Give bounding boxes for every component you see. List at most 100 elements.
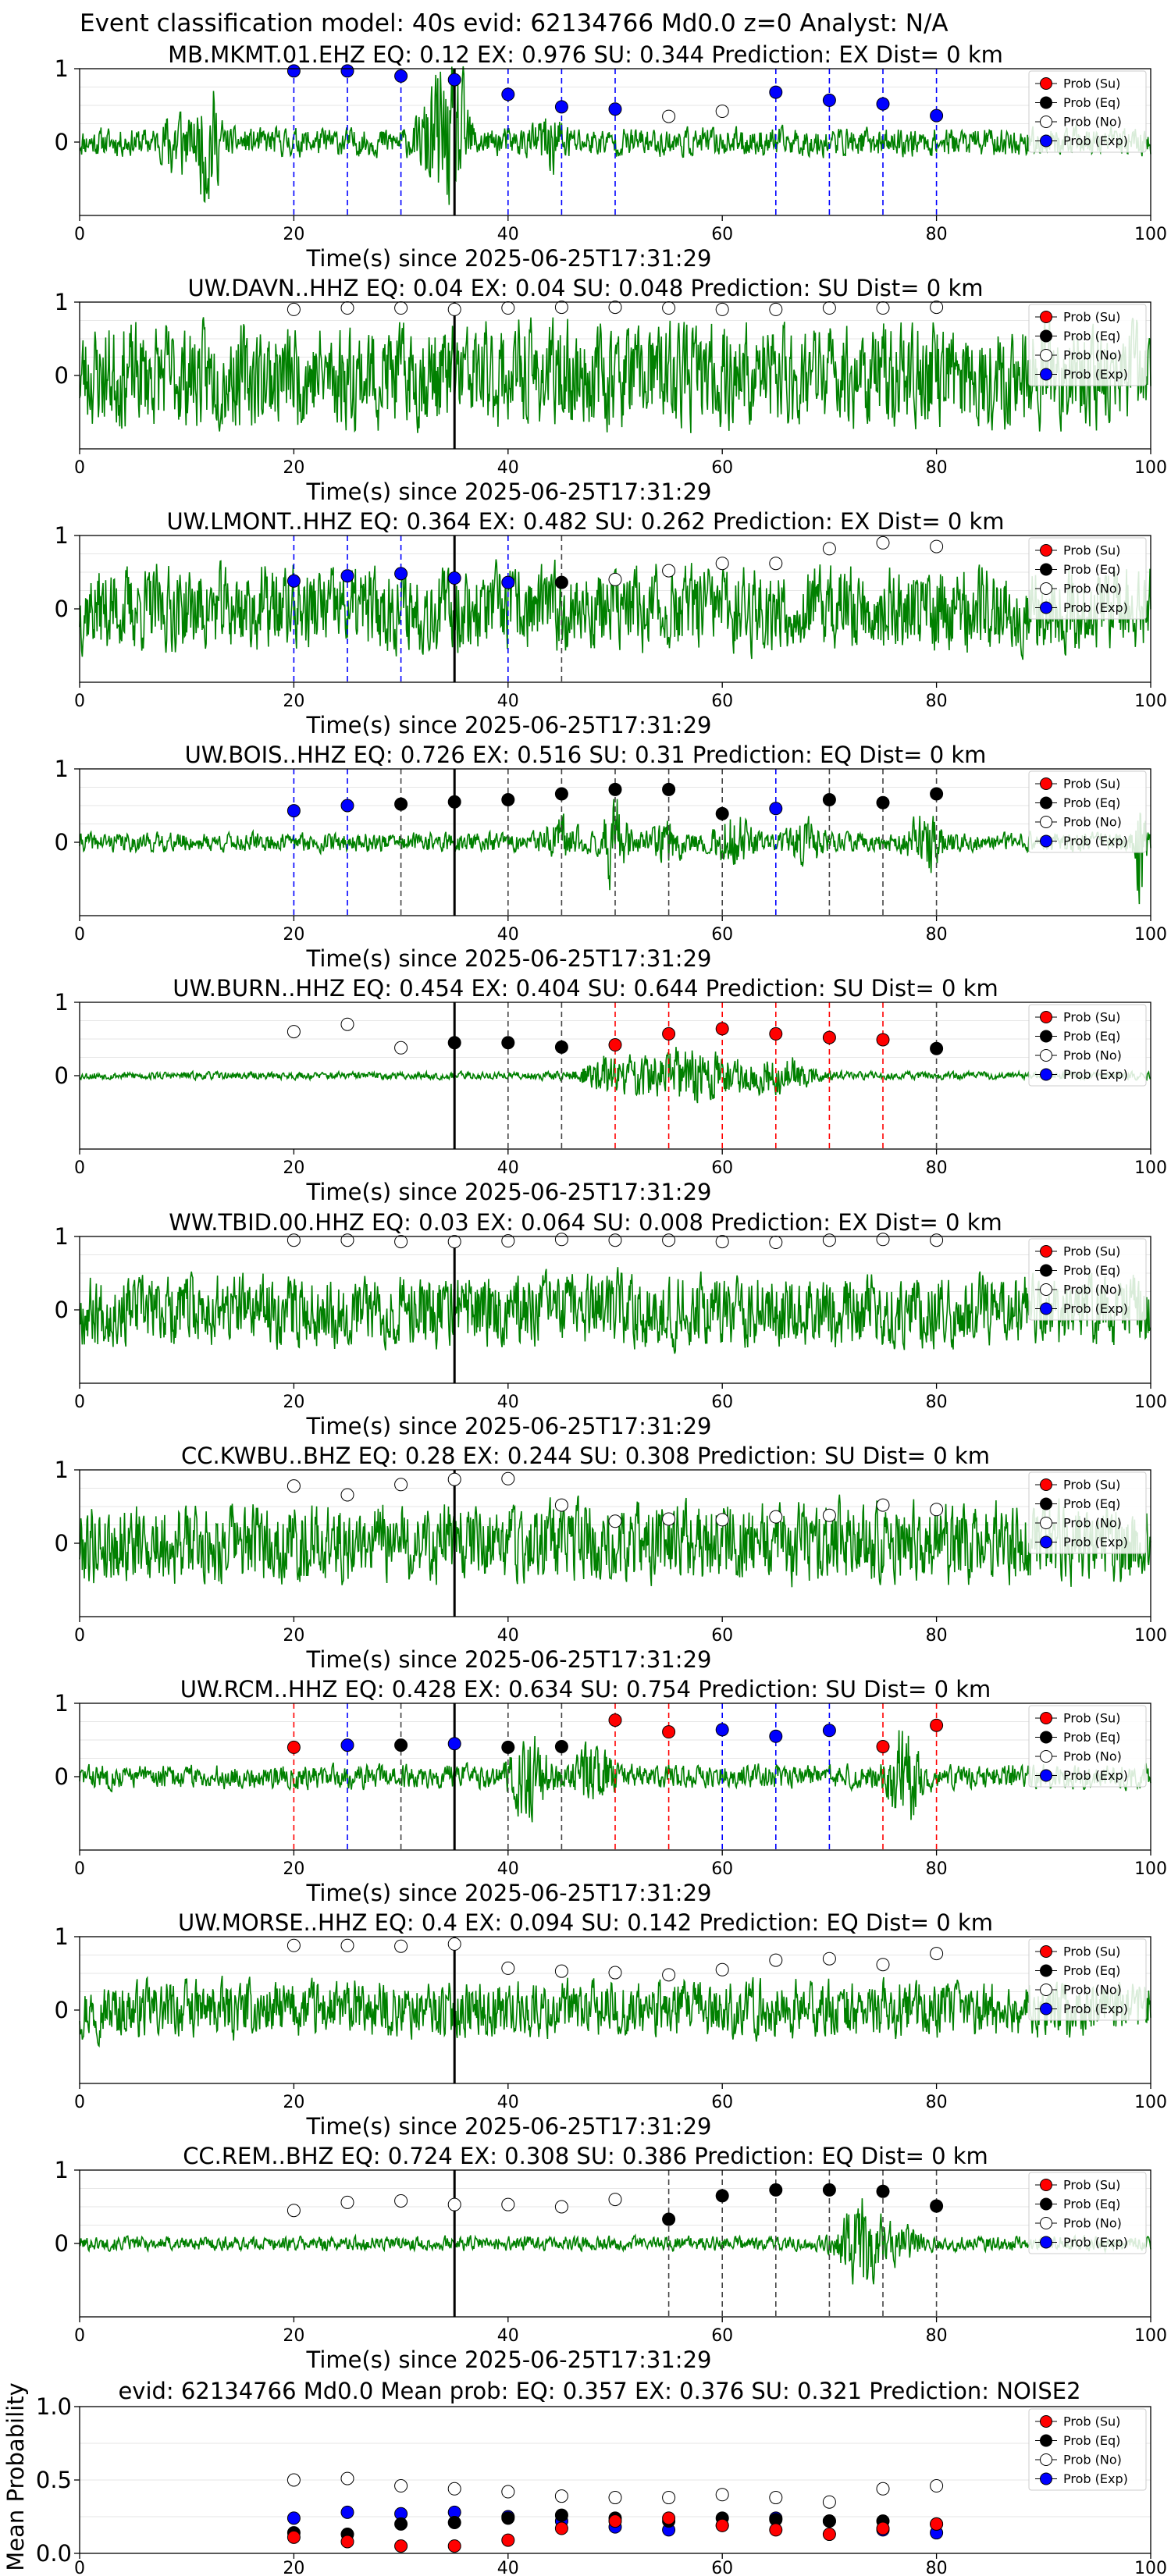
x-tick-label: 20 — [283, 692, 304, 711]
legend-label: Prob (Su) — [1063, 76, 1120, 91]
panel-title: UW.RCM..HHZ EQ: 0.428 EX: 0.634 SU: 0.75… — [180, 1676, 991, 1703]
legend-marker — [1040, 1011, 1052, 1023]
probability-point — [554, 2200, 568, 2214]
probability-point — [447, 1235, 461, 1249]
probability-point — [608, 572, 622, 586]
x-axis-label: Time(s) since 2025-06-25T17:31:29 — [306, 1413, 712, 1439]
probability-point — [501, 1471, 515, 1485]
waveform-panel-4: UW.BOIS..HHZ EQ: 0.726 EX: 0.516 SU: 0.3… — [55, 742, 1167, 972]
legend-label: Prob (Exp) — [1063, 834, 1128, 849]
waveform-panel-2: UW.DAVN..HHZ EQ: 0.04 EX: 0.04 SU: 0.048… — [55, 275, 1167, 505]
legend-label: Prob (Eq) — [1063, 1263, 1120, 1278]
probability-point — [287, 1479, 301, 1493]
probability-point — [501, 301, 515, 315]
panel-title: UW.BOIS..HHZ EQ: 0.726 EX: 0.516 SU: 0.3… — [185, 742, 987, 768]
legend-marker — [1040, 1712, 1052, 1724]
probability-point — [769, 1953, 783, 1967]
probability-point — [822, 1233, 836, 1247]
probability-point — [930, 301, 944, 315]
x-tick-label: 80 — [926, 225, 948, 244]
x-tick-label: 0 — [74, 1393, 85, 1412]
legend-label: Prob (Su) — [1063, 1478, 1120, 1493]
panel-title: CC.REM..BHZ EQ: 0.724 EX: 0.308 SU: 0.38… — [183, 2143, 988, 2169]
probability-point — [554, 575, 568, 589]
x-tick-label: 40 — [497, 1158, 519, 1178]
mean-probability-point — [447, 2482, 461, 2496]
legend-marker — [1040, 2453, 1052, 2466]
x-tick-label: 100 — [1134, 1158, 1167, 1178]
probability-point — [501, 575, 515, 589]
x-tick-label: 60 — [711, 1859, 733, 1879]
probability-point — [662, 1968, 676, 1982]
y-tick-label: 1 — [55, 756, 69, 782]
y-tick-label: 1 — [55, 989, 69, 1016]
legend-label: Prob (Exp) — [1063, 2471, 1128, 2486]
x-tick-label: 20 — [283, 2093, 304, 2112]
probability-point — [340, 1938, 354, 1952]
mean-probability-point — [769, 2491, 783, 2505]
x-tick-label: 80 — [926, 2559, 948, 2576]
probability-point — [608, 1713, 622, 1727]
legend-marker — [1040, 2434, 1052, 2447]
legend-marker — [1040, 1030, 1052, 1043]
legend-marker — [1040, 134, 1052, 148]
y-tick-label: 0 — [55, 1297, 69, 1323]
legend-box — [1028, 1705, 1147, 1788]
x-tick-label: 100 — [1134, 225, 1167, 244]
legend-marker — [1040, 1964, 1052, 1977]
legend-box — [1028, 1004, 1147, 1087]
x-tick-label: 100 — [1134, 1393, 1167, 1412]
x-tick-label: 20 — [283, 1859, 304, 1879]
x-axis-label: Time(s) since 2025-06-25T17:31:29 — [306, 2347, 712, 2373]
x-tick-label: 80 — [926, 458, 948, 478]
x-tick-label: 0 — [74, 2093, 85, 2112]
legend-marker — [1040, 1068, 1052, 1081]
mean-probability-point — [501, 2511, 515, 2525]
mean-probability-point — [662, 2491, 676, 2505]
probability-point — [554, 1040, 568, 1054]
legend-marker — [1040, 544, 1052, 557]
probability-point — [554, 1964, 568, 1978]
legend-label: Prob (Su) — [1063, 1944, 1120, 1959]
x-tick-label: 20 — [283, 458, 304, 478]
probability-point — [394, 567, 408, 581]
legend-box — [1028, 1238, 1147, 1321]
probability-point — [715, 806, 729, 820]
y-tick-label: 0 — [55, 1530, 69, 1557]
legend-marker — [1040, 1945, 1052, 1958]
y-tick-label: 0 — [55, 1763, 69, 1790]
probability-point — [715, 1962, 729, 1976]
probability-point — [822, 2183, 836, 2197]
probability-point — [769, 302, 783, 316]
x-tick-label: 40 — [497, 1859, 519, 1879]
probability-point — [501, 1961, 515, 1975]
x-tick-label: 40 — [497, 2326, 519, 2346]
x-tick-label: 60 — [711, 925, 733, 945]
probability-point — [554, 1739, 568, 1753]
probability-point — [930, 2199, 944, 2213]
legend-label: Prob (Exp) — [1063, 1768, 1128, 1783]
probability-point — [287, 1938, 301, 1952]
probability-point — [930, 787, 944, 801]
probability-point — [394, 1235, 408, 1249]
mean-probability-point — [340, 2471, 354, 2485]
x-axis-label: Time(s) since 2025-06-25T17:31:29 — [306, 712, 712, 738]
x-tick-label: 80 — [926, 1859, 948, 1879]
probability-point — [340, 64, 354, 78]
x-tick-label: 100 — [1134, 1626, 1167, 1646]
waveform-panel-1: MB.MKMT.01.EHZ EQ: 0.12 EX: 0.976 SU: 0.… — [55, 41, 1167, 272]
probability-point — [447, 1737, 461, 1751]
legend-marker — [1040, 796, 1052, 809]
x-tick-label: 20 — [283, 1158, 304, 1178]
legend-label: Prob (No) — [1063, 1516, 1122, 1531]
legend-label: Prob (Eq) — [1063, 1496, 1120, 1511]
legend-label: Prob (No) — [1063, 815, 1122, 830]
x-tick-label: 80 — [926, 2093, 948, 2112]
probability-point — [822, 1952, 836, 1966]
probability-point — [769, 1026, 783, 1041]
x-tick-label: 0 — [74, 925, 85, 945]
probability-point — [501, 1234, 515, 1248]
legend-label: Prob (Eq) — [1063, 95, 1120, 110]
legend-marker — [1040, 1769, 1052, 1782]
